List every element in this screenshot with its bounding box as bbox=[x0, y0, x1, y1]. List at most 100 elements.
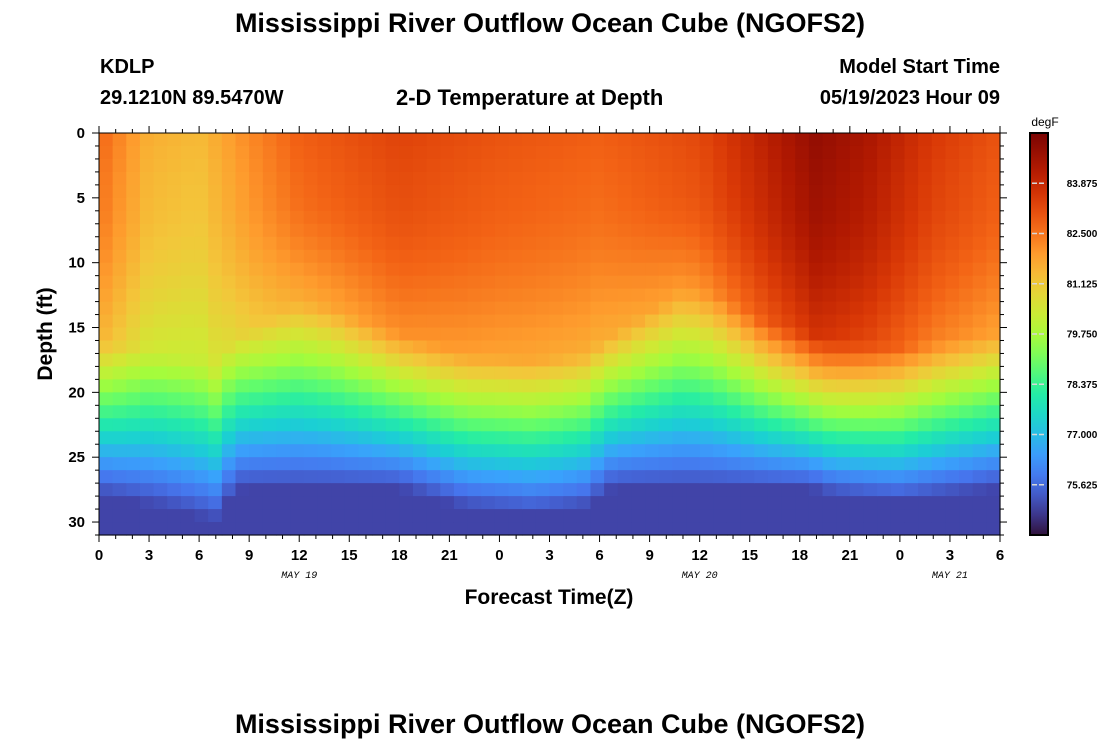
heatmap-cell bbox=[208, 444, 223, 458]
heatmap-cell bbox=[726, 522, 742, 536]
heatmap-cell bbox=[645, 327, 660, 342]
heatmap-cell bbox=[262, 405, 278, 419]
heatmap-cell bbox=[713, 145, 728, 160]
heatmap-cell bbox=[440, 314, 455, 329]
heatmap-cell bbox=[344, 522, 359, 536]
heatmap-cell bbox=[890, 236, 906, 251]
heatmap-cell bbox=[767, 392, 783, 406]
heatmap-cell bbox=[426, 431, 441, 445]
heatmap-cell bbox=[194, 210, 209, 225]
heatmap-cell bbox=[126, 431, 141, 445]
heatmap-cell bbox=[726, 288, 742, 303]
heatmap-cell bbox=[481, 301, 496, 316]
heatmap-cell bbox=[453, 275, 469, 290]
heatmap-cell bbox=[535, 236, 551, 251]
heatmap-cell bbox=[276, 470, 291, 484]
heatmap-cell bbox=[904, 379, 919, 393]
heatmap-cell bbox=[249, 210, 264, 225]
heatmap-cell bbox=[918, 457, 933, 471]
heatmap-cell bbox=[535, 366, 551, 380]
heatmap-cell bbox=[822, 470, 837, 484]
heatmap-cell bbox=[372, 133, 387, 147]
heatmap-cell bbox=[972, 210, 987, 225]
heatmap-cell bbox=[795, 171, 810, 186]
heatmap-cell bbox=[331, 301, 346, 316]
heatmap-cell bbox=[385, 236, 400, 251]
heatmap-cell bbox=[617, 522, 633, 536]
heatmap-cell bbox=[645, 483, 660, 497]
heatmap-cell bbox=[795, 353, 810, 368]
heatmap-cell bbox=[617, 496, 633, 510]
heatmap-cell bbox=[849, 444, 865, 458]
heatmap-cell bbox=[699, 353, 714, 368]
heatmap-cell bbox=[563, 340, 578, 355]
heatmap-cell bbox=[986, 301, 1001, 316]
heatmap-cell bbox=[344, 197, 359, 212]
heatmap-cell bbox=[440, 444, 455, 458]
heatmap-cell bbox=[808, 353, 824, 368]
heatmap-cell bbox=[877, 483, 892, 497]
heatmap-cell bbox=[877, 379, 892, 393]
heatmap-cell bbox=[754, 327, 769, 342]
heatmap-cell bbox=[672, 405, 687, 419]
heatmap-cell bbox=[658, 379, 673, 393]
heatmap-cell bbox=[249, 249, 264, 264]
heatmap-cell bbox=[126, 405, 141, 419]
heatmap-cell bbox=[235, 301, 250, 316]
heatmap-cell bbox=[590, 158, 605, 173]
heatmap-cell bbox=[399, 496, 414, 510]
heatmap-cell bbox=[180, 133, 196, 147]
heatmap-cell bbox=[522, 340, 537, 355]
heatmap-cell bbox=[808, 223, 824, 238]
heatmap-cell bbox=[617, 418, 633, 432]
heatmap-cell bbox=[221, 301, 237, 316]
heatmap-cell bbox=[344, 236, 359, 251]
heatmap-cell bbox=[235, 418, 250, 432]
heatmap-cell bbox=[754, 457, 769, 471]
heatmap-cell bbox=[494, 457, 510, 471]
heatmap-cell bbox=[412, 379, 428, 393]
heatmap-cell bbox=[904, 470, 919, 484]
heatmap-cell bbox=[672, 509, 687, 523]
heatmap-cell bbox=[372, 483, 387, 497]
heatmap-cell bbox=[358, 184, 373, 199]
heatmap-cell bbox=[344, 171, 359, 186]
heatmap-cell bbox=[904, 496, 919, 510]
heatmap-cell bbox=[412, 133, 428, 147]
heatmap-cell bbox=[699, 418, 714, 432]
heatmap-cell bbox=[877, 496, 892, 510]
heatmap-cell bbox=[303, 301, 319, 316]
heatmap-cell bbox=[331, 197, 346, 212]
heatmap-cell bbox=[972, 483, 987, 497]
heatmap-cell bbox=[385, 184, 400, 199]
heatmap-cell bbox=[918, 327, 933, 342]
heatmap-cell bbox=[576, 496, 592, 510]
heatmap-cell bbox=[453, 392, 469, 406]
heatmap-cell bbox=[208, 366, 223, 380]
heatmap-cell bbox=[508, 379, 523, 393]
heatmap-cell bbox=[440, 392, 455, 406]
heatmap-cell bbox=[686, 379, 701, 393]
heatmap-cell bbox=[331, 522, 346, 536]
heatmap-cell bbox=[822, 418, 837, 432]
heatmap-cell bbox=[358, 418, 373, 432]
heatmap-cell bbox=[412, 366, 428, 380]
heatmap-cell bbox=[126, 470, 141, 484]
heatmap-cell bbox=[358, 405, 373, 419]
heatmap-cell bbox=[767, 145, 783, 160]
heatmap-cell bbox=[194, 470, 209, 484]
heatmap-cell bbox=[767, 405, 783, 419]
heatmap-cell bbox=[194, 197, 209, 212]
heatmap-cell bbox=[890, 301, 906, 316]
heatmap-cell bbox=[904, 249, 919, 264]
heatmap-cell bbox=[754, 210, 769, 225]
heatmap-cell bbox=[317, 223, 332, 238]
heatmap-cell bbox=[290, 171, 305, 186]
heatmap-cell bbox=[849, 392, 865, 406]
heatmap-cell bbox=[399, 301, 414, 316]
heatmap-cell bbox=[836, 353, 851, 368]
x-tick-label: 0 bbox=[95, 547, 103, 564]
heatmap-cell bbox=[412, 288, 428, 303]
heatmap-cell bbox=[986, 133, 1001, 147]
heatmap-cell bbox=[877, 444, 892, 458]
